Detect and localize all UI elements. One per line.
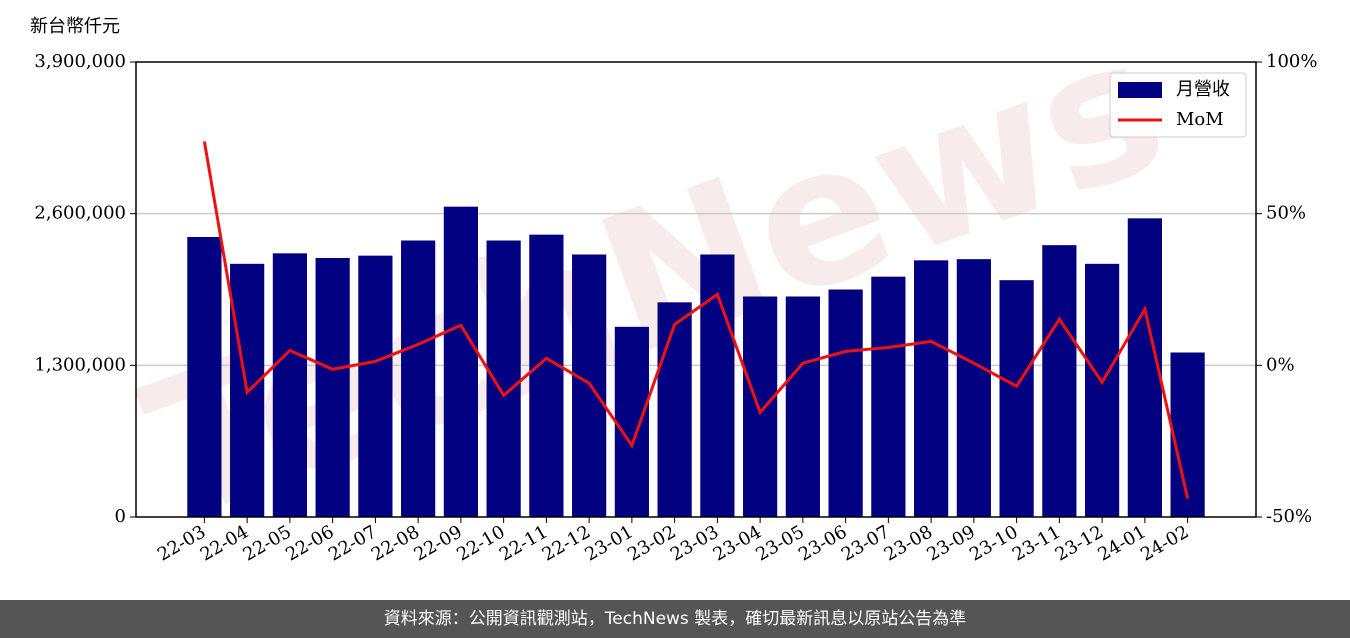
bar — [486, 240, 521, 517]
x-tick-label: 22-09 — [410, 521, 465, 565]
bar — [529, 234, 564, 517]
chart: TechNews 新台幣仟元 01,300,0002,600,0003,900,… — [30, 0, 1317, 566]
y2-tick-label: 0% — [1266, 354, 1295, 375]
bar — [614, 326, 649, 517]
legend-swatch — [1118, 82, 1162, 98]
x-tick-label: 23-01 — [581, 521, 636, 565]
bar — [743, 296, 778, 517]
plot-frame — [135, 61, 1257, 518]
legend-label: 月營收 — [1176, 79, 1230, 100]
y-tick-label: 0 — [115, 506, 126, 527]
y-axis-unit: 新台幣仟元 — [30, 16, 120, 37]
x-tick-label: 23-12 — [1052, 521, 1107, 565]
bar — [1127, 218, 1162, 518]
bar — [401, 240, 436, 517]
bar — [956, 259, 991, 517]
y2-tick-label: 100% — [1266, 51, 1317, 72]
bar — [828, 289, 863, 517]
bar — [187, 237, 222, 517]
x-tick-label: 23-07 — [838, 521, 893, 565]
y2-tick-label: 50% — [1266, 203, 1306, 224]
x-tick-label: 22-12 — [539, 521, 594, 565]
x-tick-label: 22-11 — [496, 521, 551, 565]
x-tick-label: 22-06 — [282, 521, 337, 565]
y-tick-label: 3,900,000 — [34, 51, 126, 72]
x-tick-label: 23-09 — [923, 521, 978, 565]
bar — [785, 296, 820, 517]
x-tick-label: 23-06 — [795, 521, 850, 565]
bar — [999, 280, 1034, 517]
y2-tick-label: -50% — [1266, 506, 1312, 527]
x-tick-label: 24-01 — [1094, 521, 1149, 565]
bar — [315, 258, 350, 517]
bar — [443, 206, 478, 517]
bar — [358, 255, 393, 517]
legend-label: MoM — [1176, 109, 1224, 130]
y-tick-label: 2,600,000 — [34, 203, 126, 224]
bar — [1085, 263, 1120, 517]
bar — [1042, 245, 1077, 517]
footer: 資料來源：公開資訊觀測站，TechNews 製表，確切最新訊息以原站公告為準 — [0, 600, 1350, 638]
x-tick-label: 23-02 — [624, 521, 679, 565]
x-tick-label: 22-10 — [453, 521, 508, 565]
bar — [914, 260, 949, 517]
x-tick-label: 22-08 — [368, 521, 423, 565]
x-tick-label: 23-11 — [1009, 521, 1064, 565]
x-tick-label: 23-05 — [752, 521, 807, 565]
y-tick-label: 1,300,000 — [34, 354, 126, 375]
bar — [1170, 352, 1205, 517]
x-tick-label: 22-07 — [325, 521, 380, 565]
x-tick-label: 24-02 — [1137, 521, 1192, 565]
x-tick-label: 23-03 — [667, 521, 722, 565]
bar — [272, 253, 307, 518]
bar — [657, 302, 692, 517]
x-tick-label: 23-04 — [710, 521, 765, 565]
x-tick-label: 23-10 — [966, 521, 1021, 565]
bar — [871, 276, 906, 517]
mom-line — [202, 141, 1190, 499]
x-tick-label: 23-08 — [881, 521, 936, 565]
